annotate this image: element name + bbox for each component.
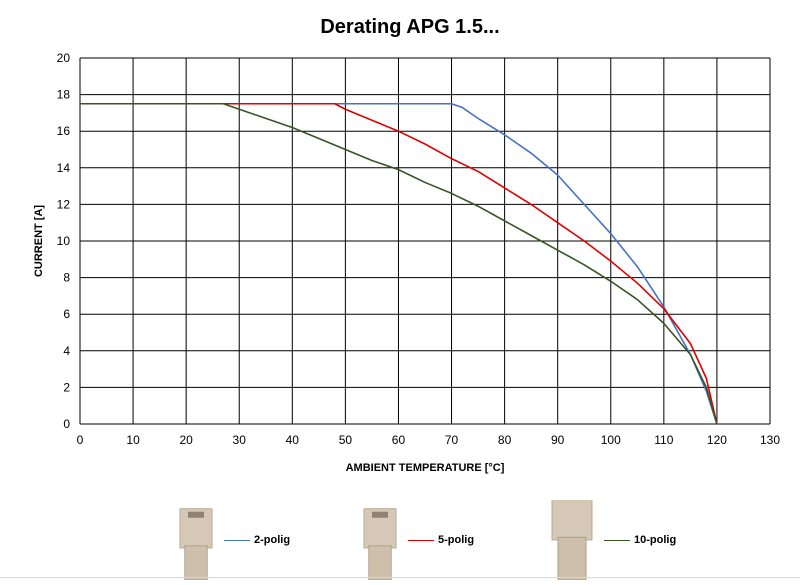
y-tick-label: 2 (63, 380, 70, 394)
x-tick-label: 60 (392, 433, 406, 447)
legend-line (604, 539, 630, 541)
x-tick-label: 70 (445, 433, 459, 447)
x-tick-label: 120 (707, 433, 727, 447)
y-tick-label: 6 (63, 307, 70, 321)
chart: 0 10 20 30 40 50 60 70 80 90 100 110 120 130 0 2 4 6 8 10 12… (33, 51, 780, 474)
connector-image (179, 508, 213, 580)
connector-image (551, 500, 593, 580)
series-line-10-polig (80, 102, 718, 425)
connector-image (363, 508, 397, 580)
legend-label: 5-polig (438, 534, 475, 546)
x-tick-label: 100 (601, 433, 621, 447)
y-tick-label: 10 (57, 234, 71, 248)
legend-line (408, 539, 434, 541)
x-tick-label: 80 (498, 433, 512, 447)
legend-line (224, 539, 250, 541)
sheet-gridline (0, 577, 800, 578)
y-tick-label: 14 (57, 161, 71, 175)
y-tick-label: 18 (57, 88, 71, 102)
legend-item: 10-polig (550, 500, 676, 580)
x-tick-label: 40 (286, 433, 300, 447)
series-line-2-polig (85, 102, 718, 425)
y-tick-label: 20 (57, 51, 71, 65)
legend-item: 2-polig (178, 500, 290, 580)
legend-label: 2-polig (254, 534, 291, 546)
x-tick-label: 90 (551, 433, 565, 447)
y-tick-label: 4 (63, 344, 70, 358)
legend-label: 10-polig (634, 534, 677, 546)
chart-title: Derating APG 1.5... (320, 16, 500, 38)
y-axis-label: CURRENT [A] (33, 205, 45, 277)
x-tick-label: 20 (179, 433, 193, 447)
y-tick-label: 8 (63, 271, 70, 285)
x-tick-label: 0 (77, 433, 84, 447)
y-tick-label: 0 (63, 417, 70, 431)
x-tick-label: 50 (339, 433, 353, 447)
x-tick-label: 30 (233, 433, 247, 447)
series-line-5-polig (223, 102, 718, 425)
x-tick-label: 10 (126, 433, 140, 447)
legend-item: 5-polig (362, 500, 474, 580)
y-tick-label: 12 (57, 197, 71, 211)
x-tick-label: 130 (760, 433, 780, 447)
y-tick-label: 16 (57, 124, 71, 138)
x-tick-label: 110 (654, 433, 673, 447)
x-axis-label: AMBIENT TEMPERATURE [°C] (346, 462, 505, 474)
